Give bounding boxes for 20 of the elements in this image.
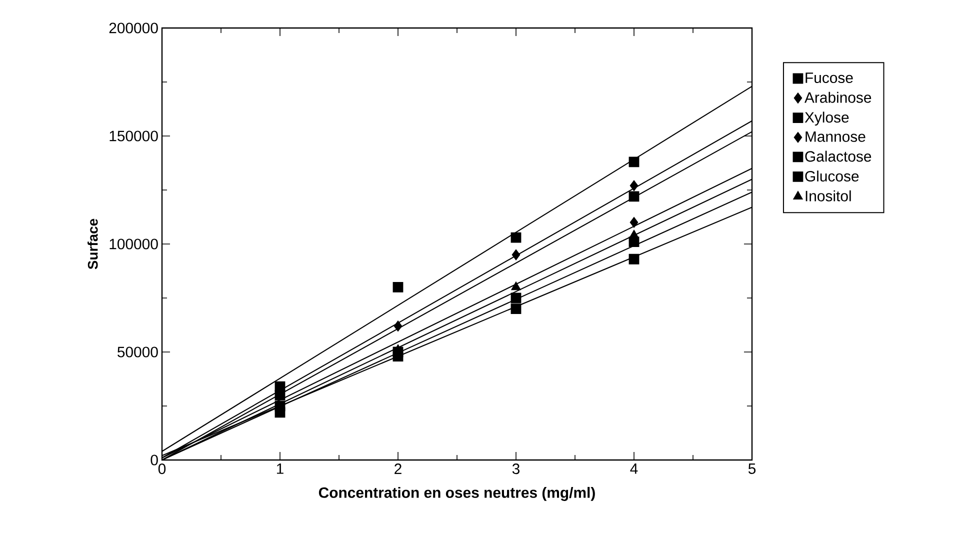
x-tick-label: 0 [158, 464, 166, 474]
y-axis-title: Surface [88, 218, 98, 270]
legend-label: Xylose [804, 112, 849, 126]
y-tick-label: 100000 [110, 238, 158, 250]
legend-label: Galactose [805, 150, 872, 162]
x-tick-label: 5 [748, 464, 756, 474]
y-tick-label: 200000 [109, 22, 158, 34]
x-axis-title: Concentration en oses neutres (mg/ml) [318, 486, 595, 501]
y-tick-label: 150000 [110, 130, 158, 142]
legend-label: Mannose [806, 131, 866, 142]
legend-label: Fucose [806, 72, 853, 84]
legend-label: Inositol [806, 190, 851, 202]
x-tick-label: 4 [630, 464, 638, 474]
legend-label: Arabinose [804, 92, 872, 103]
x-tick-label: 2 [394, 464, 402, 474]
y-tick-label: 50000 [118, 346, 158, 358]
y-tick-label: 0 [150, 454, 158, 466]
legend-label: Glucose [805, 170, 859, 182]
x-tick-label: 1 [276, 464, 284, 474]
x-tick-label: 3 [512, 464, 520, 474]
